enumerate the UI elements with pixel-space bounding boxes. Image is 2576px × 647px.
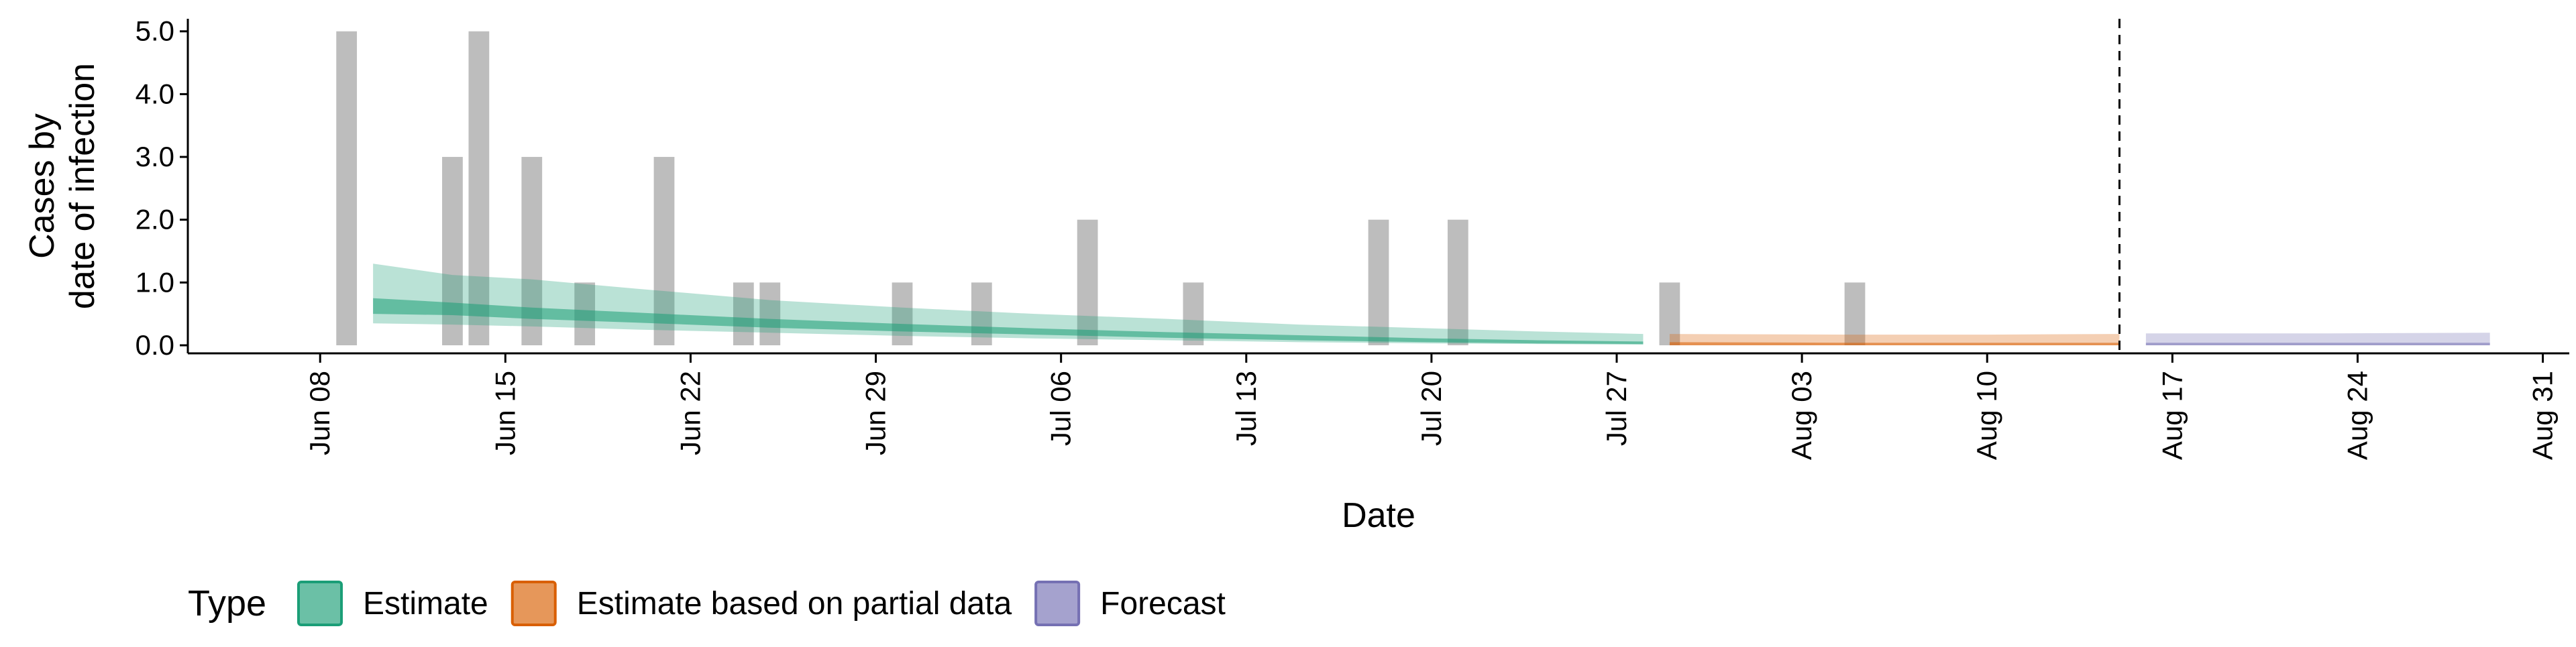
- y-tick-label-3: 3.0: [136, 141, 174, 172]
- x-tick-label-2: Jun 22: [674, 371, 706, 455]
- x-tick-label-11: Aug 24: [2341, 371, 2373, 460]
- y-tick-label-5: 5.0: [136, 15, 174, 47]
- x-tick-label-8: Aug 03: [1786, 371, 1817, 460]
- band-inner-estimate: [373, 298, 1644, 345]
- legend: Type Estimate Estimate based on partial da…: [188, 581, 1226, 626]
- bar-10: [1077, 219, 1098, 345]
- bar-12: [1368, 219, 1389, 345]
- y-tick-label-1: 1.0: [136, 266, 174, 298]
- x-tick-label-6: Jul 20: [1415, 371, 1447, 446]
- bands-layer: [373, 263, 2490, 345]
- legend-label-1: Estimate based on partial data: [577, 586, 1012, 622]
- bar-8: [892, 282, 913, 345]
- x-tick-label-10: Aug 17: [2156, 371, 2188, 460]
- y-tick-label-4: 4.0: [136, 78, 174, 109]
- x-tick-label-7: Jul 27: [1601, 371, 1632, 446]
- legend-title: Type: [188, 583, 266, 624]
- x-tick-label-1: Jun 15: [489, 371, 521, 455]
- x-tick-label-4: Jul 06: [1045, 371, 1077, 446]
- bar-14: [1659, 282, 1680, 345]
- bar-0: [336, 31, 358, 345]
- y-axis-title-line-0: Cases by: [23, 113, 62, 259]
- axes-layer: 0.0 1.0 2.0 3.0 4.0 5.0 Jun 08 Jun 15 Jun 22 Jun …: [23, 15, 2569, 535]
- legend-label-0: Estimate: [363, 586, 488, 622]
- bar-2: [468, 31, 490, 345]
- bar-15: [1844, 282, 1866, 345]
- band-inner-forecast: [2145, 343, 2490, 345]
- bar-6: [733, 282, 754, 345]
- y-axis-title: Cases bydate of infection: [23, 63, 102, 309]
- x-tick-label-9: Aug 10: [1971, 371, 2002, 460]
- bar-9: [971, 282, 992, 345]
- bar-7: [759, 282, 781, 345]
- legend-label-2: Forecast: [1100, 586, 1226, 622]
- y-axis-title-line-1: date of infection: [63, 63, 102, 309]
- y-tick-label-2: 2.0: [136, 204, 174, 235]
- legend-swatch-2: [1034, 581, 1081, 626]
- x-axis-title: Date: [1342, 496, 1415, 535]
- band-outer-forecast: [2145, 333, 2490, 345]
- bar-13: [1447, 219, 1468, 345]
- x-tick-label-3: Jun 29: [860, 371, 892, 455]
- x-tick-label-5: Jul 13: [1230, 371, 1262, 446]
- legend-swatch-0: [297, 581, 343, 626]
- band-outer-estimate-based-on-partial-data: [1669, 334, 2120, 345]
- band-inner-estimate-based-on-partial-data: [1669, 342, 2120, 345]
- y-tick-label-0: 0.0: [136, 329, 174, 361]
- x-tick-label-12: Aug 31: [2527, 371, 2559, 460]
- x-tick-label-0: Jun 08: [304, 371, 335, 455]
- legend-swatch-1: [511, 581, 557, 626]
